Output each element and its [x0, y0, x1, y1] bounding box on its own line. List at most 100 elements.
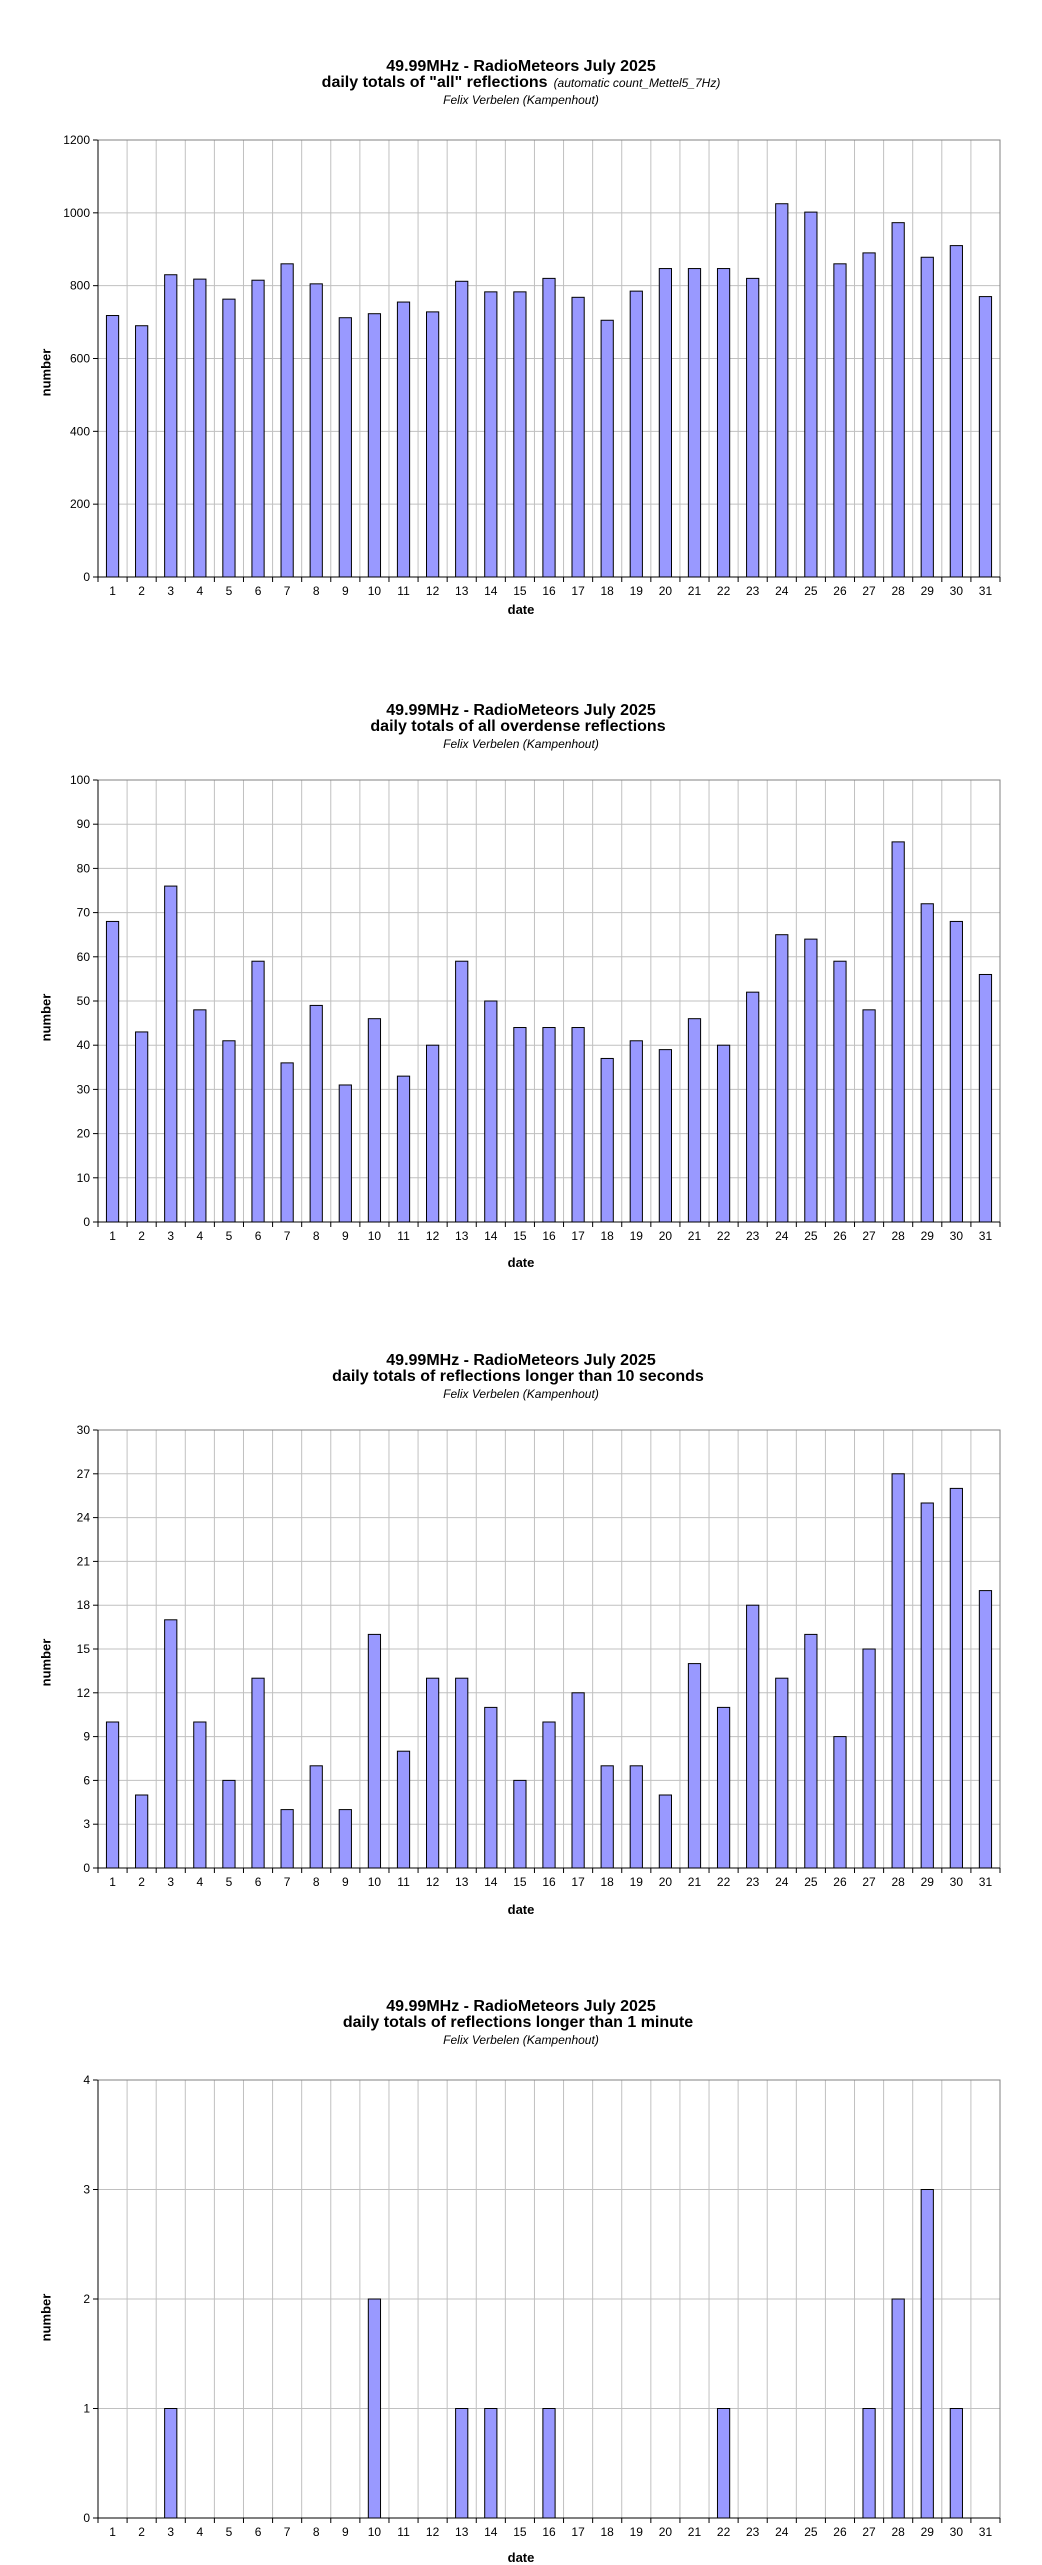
- y-tick-label: 21: [77, 1554, 91, 1568]
- bar: [949, 1487, 963, 1869]
- x-tick-label: 1: [109, 1875, 116, 1889]
- chart-subtitle-text: daily totals of all overdense reflection…: [370, 718, 666, 735]
- x-tick-label: 13: [455, 2525, 469, 2539]
- y-tick-label: 1200: [63, 133, 90, 147]
- chart-subtitle: daily totals of "all" reflections (automa…: [0, 74, 1042, 92]
- x-tick-label: 1: [109, 584, 116, 598]
- chart-author: Felix Verbelen (Kampenhout): [443, 93, 599, 107]
- y-tick-label: 40: [77, 1038, 91, 1052]
- bar: [600, 1765, 614, 1869]
- x-tick-label: 31: [979, 2525, 993, 2539]
- bar: [338, 1084, 352, 1223]
- x-tick-label: 29: [921, 584, 935, 598]
- x-tick-label: 3: [167, 584, 174, 598]
- y-tick-label: 90: [77, 817, 91, 831]
- y-tick-label: 30: [77, 1082, 91, 1096]
- x-tick-label: 5: [226, 2525, 233, 2539]
- bar: [193, 1721, 207, 1869]
- y-tick-label: 4: [83, 2073, 90, 2087]
- bar: [135, 1031, 149, 1223]
- bar: [775, 1677, 789, 1869]
- chart-reflections-over-1min: 49.99MHz - RadioMeteors July 2025 daily …: [0, 1940, 1042, 2565]
- x-tick-label: 27: [862, 1875, 876, 1889]
- bar: [542, 1721, 556, 1869]
- bar: [338, 1809, 352, 1869]
- chart-subtitle: daily totals of all overdense reflection…: [0, 718, 1042, 736]
- bar: [396, 1075, 411, 1223]
- y-tick-label: 1000: [63, 206, 90, 220]
- bar: [484, 1706, 498, 1869]
- bar: [687, 1663, 702, 1869]
- x-tick-label: 30: [950, 584, 964, 598]
- bar: [629, 1765, 643, 1869]
- bar: [746, 277, 760, 578]
- bar: [746, 991, 760, 1223]
- x-tick-label: 9: [342, 584, 349, 598]
- chart-title: 49.99MHz - RadioMeteors July 2025: [386, 702, 656, 719]
- bar: [891, 2298, 905, 2519]
- x-tick-label: 12: [426, 1229, 440, 1243]
- y-tick-label: 70: [77, 906, 91, 920]
- bar: [280, 1062, 294, 1223]
- y-tick-label: 20: [77, 1127, 91, 1141]
- bar: [367, 2298, 382, 2519]
- x-tick-label: 23: [746, 2525, 760, 2539]
- chart-author: Felix Verbelen (Kampenhout): [443, 2033, 599, 2047]
- x-tick-label: 27: [862, 1229, 876, 1243]
- bar: [396, 301, 411, 578]
- x-tick-label: 18: [601, 2525, 615, 2539]
- bar: [426, 1677, 440, 1869]
- y-tick-label: 18: [77, 1598, 91, 1612]
- bar: [978, 296, 993, 578]
- x-tick-label: 10: [368, 584, 382, 598]
- bar: [949, 920, 963, 1223]
- bar: [251, 279, 265, 578]
- x-tick-label: 4: [196, 2525, 203, 2539]
- bar: [804, 1633, 818, 1869]
- bar: [600, 1057, 614, 1223]
- bar: [658, 1049, 672, 1223]
- chart-subtitle-note: (automatic count_Mettel5_7Hz): [553, 76, 721, 90]
- x-tick-label: 5: [226, 584, 233, 598]
- bar: [164, 885, 178, 1223]
- bar: [920, 1502, 934, 1869]
- x-tick-label: 4: [196, 584, 203, 598]
- x-tick-label: 25: [804, 584, 818, 598]
- x-tick-label: 13: [455, 1229, 469, 1243]
- x-tick-label: 5: [226, 1229, 233, 1243]
- bar: [658, 1794, 672, 1869]
- y-tick-label: 1: [83, 2402, 90, 2416]
- y-tick-label: 0: [83, 570, 90, 584]
- x-tick-label: 6: [255, 2525, 262, 2539]
- x-tick-label: 3: [167, 2525, 174, 2539]
- bar: [571, 1027, 585, 1223]
- y-tick-label: 0: [83, 1861, 90, 1875]
- bar: [862, 2408, 876, 2519]
- x-tick-label: 8: [313, 1229, 320, 1243]
- x-tick-label: 25: [804, 2525, 818, 2539]
- bar: [629, 1040, 643, 1223]
- x-tick-label: 19: [630, 1875, 644, 1889]
- x-tick-label: 6: [255, 584, 262, 598]
- bar: [687, 268, 702, 578]
- bar: [804, 938, 818, 1223]
- x-tick-label: 14: [484, 1229, 498, 1243]
- bar: [920, 903, 934, 1223]
- x-axis-label: date: [507, 2550, 535, 2565]
- bar: [978, 973, 993, 1223]
- x-tick-label: 8: [313, 2525, 320, 2539]
- x-tick-label: 20: [659, 1229, 673, 1243]
- x-tick-label: 1: [109, 2525, 116, 2539]
- bar: [891, 222, 905, 578]
- x-tick-label: 29: [921, 2525, 935, 2539]
- x-tick-label: 31: [979, 584, 993, 598]
- x-tick-label: 30: [950, 1875, 964, 1889]
- y-tick-label: 200: [70, 497, 90, 511]
- x-tick-label: 24: [775, 2525, 789, 2539]
- x-tick-label: 8: [313, 584, 320, 598]
- bar: [309, 1765, 323, 1869]
- chart-title: 49.99MHz - RadioMeteors July 2025: [386, 1998, 656, 2015]
- x-tick-label: 4: [196, 1875, 203, 1889]
- y-tick-label: 3: [83, 1817, 90, 1831]
